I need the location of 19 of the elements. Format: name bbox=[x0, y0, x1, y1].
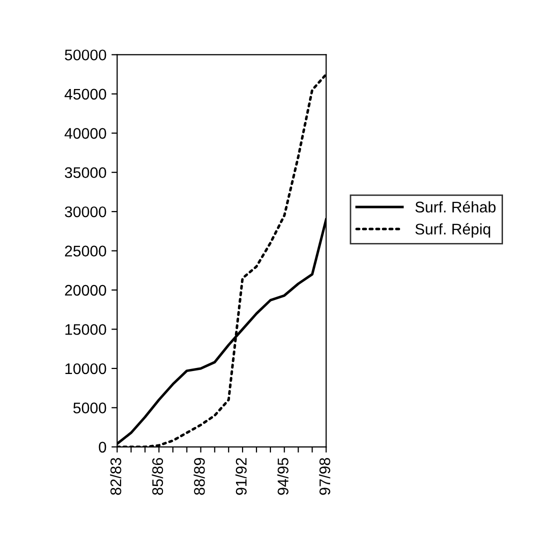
y-tick-label: 5000 bbox=[73, 402, 106, 414]
x-tick-label: 88/89 bbox=[194, 458, 205, 495]
x-tick-label: 97/98 bbox=[319, 458, 330, 495]
y-tick-label: 50000 bbox=[64, 50, 106, 60]
legend-label: Surf. Réhab bbox=[415, 201, 496, 212]
x-tick-label: 91/92 bbox=[235, 458, 247, 495]
y-tick-label: 35000 bbox=[64, 167, 106, 178]
x-tick-label: 94/95 bbox=[277, 458, 288, 495]
y-tick-label: 30000 bbox=[64, 206, 106, 218]
x-tick-label: 85/86 bbox=[152, 458, 164, 495]
y-tick-label: 45000 bbox=[64, 88, 106, 100]
y-tick-label: 25000 bbox=[65, 246, 106, 256]
y-tick-label: 20000 bbox=[65, 284, 106, 296]
y-tick-label: 10000 bbox=[65, 363, 106, 374]
legend-label: Surf. Répiq bbox=[415, 223, 490, 238]
y-tick-label: 15000 bbox=[65, 324, 106, 335]
y-tick-label: 0 bbox=[98, 442, 106, 453]
x-tick-label: 82/83 bbox=[110, 458, 122, 495]
y-tick-label: 40000 bbox=[64, 128, 106, 139]
